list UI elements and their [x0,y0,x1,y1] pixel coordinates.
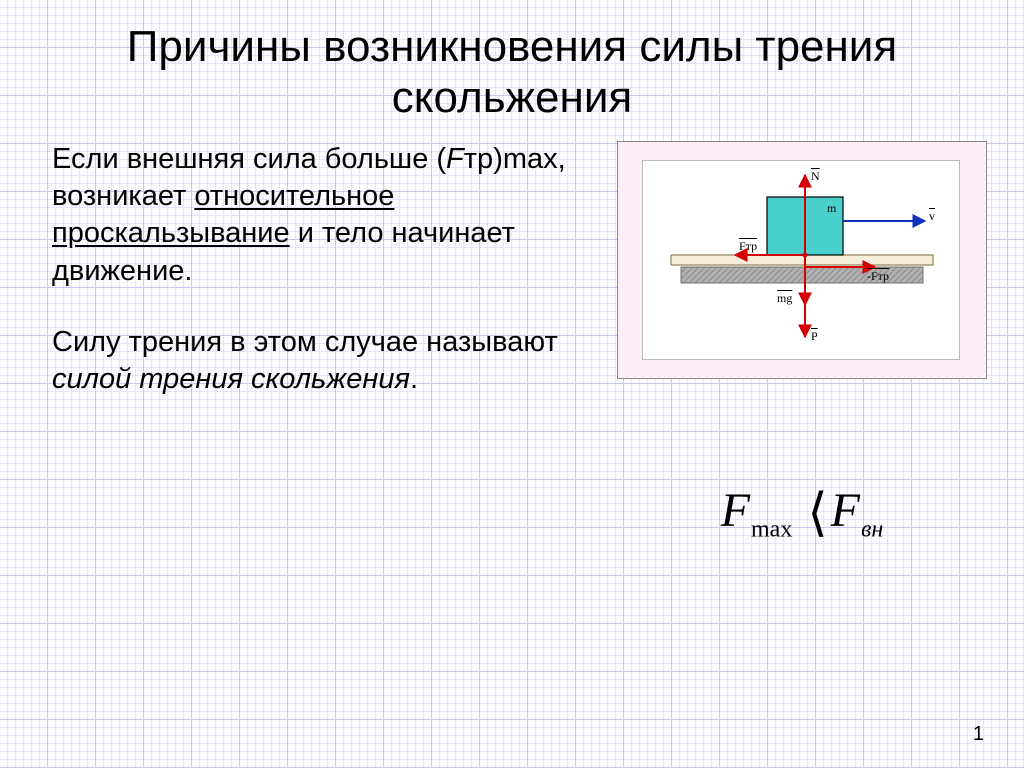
label-normal: N [811,169,820,184]
label-mass: m [827,201,836,216]
p1-lead: Если внешняя сила больше ( [52,143,446,175]
content-row: Если внешняя сила больше (Fтр)max, возни… [22,141,1002,544]
eq-sub1: max [751,517,792,543]
text-column: Если внешняя сила больше (Fтр)max, возни… [22,141,582,544]
label-weight: P [811,329,818,344]
surface [671,255,933,265]
p1-f: F [446,143,464,175]
eq-f2: F [831,484,861,537]
p1-sub: тр [464,143,493,175]
slide: Причины возникновения силы трения скольж… [0,0,1024,768]
p2-lead: Силу трения в этом случае называют [52,326,558,358]
page-number: 1 [973,723,984,746]
label-friction-reaction: -Fтр [867,269,889,284]
label-mg: mg [777,291,792,306]
paragraph-1: Если внешняя сила больше (Fтр)max, возни… [52,141,582,289]
label-velocity: v [929,209,935,224]
paragraph-2: Силу трения в этом случае называют силой… [52,324,582,398]
free-body-diagram: N m v Fтр -Fтр mg P [642,160,960,360]
diagram-svg [643,161,961,361]
eq-angle-bracket: ⟨ [805,485,830,542]
diagram-panel: N m v Fтр -Fтр mg P [617,141,987,379]
p2-tail: . [410,363,418,395]
slide-title: Причины возникновения силы трения скольж… [22,22,1002,123]
eq-sub2: вн [861,517,883,543]
eq-f1: F [721,484,751,537]
p2-emph: силой трения скольжения [52,363,410,395]
label-friction: Fтр [739,239,757,254]
figure-column: N m v Fтр -Fтр mg P Fmax ⟨Fвн [602,141,1002,544]
equation: Fmax ⟨Fвн [721,479,884,544]
